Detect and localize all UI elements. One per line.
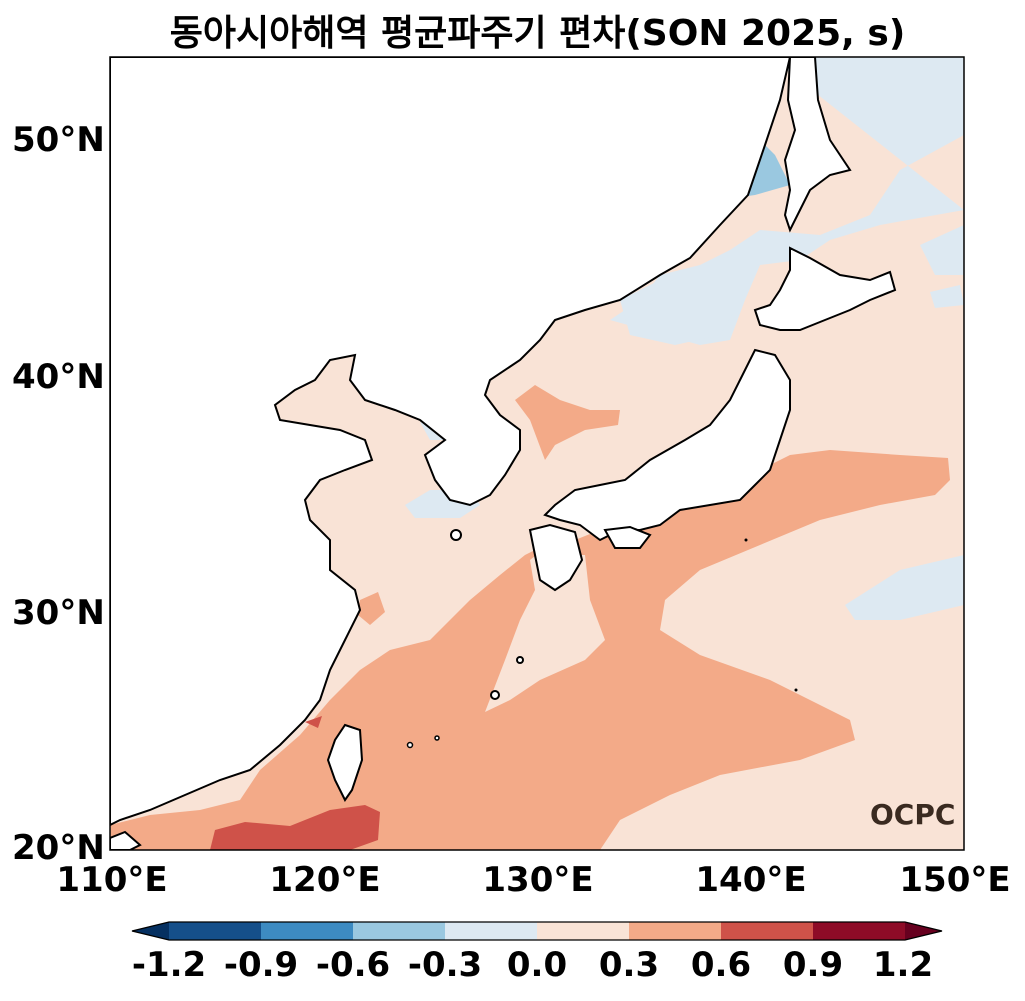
colorbar-bin — [353, 922, 445, 940]
land-shikoku — [603, 525, 652, 549]
colorbar-bin — [629, 922, 721, 940]
land-hainan-edge — [110, 830, 142, 850]
small-island — [794, 688, 798, 692]
colorbar-bin — [721, 922, 813, 940]
lon-label-110e: 110°E — [56, 860, 168, 900]
anomaly-band-0.6-0.9 — [210, 805, 380, 850]
ryukyu-island — [516, 656, 524, 664]
land-taiwan — [326, 723, 364, 802]
anomaly-band-0.3-0.6 — [515, 385, 620, 460]
lon-label-120e: 120°E — [269, 860, 381, 900]
lat-label-20n: 20°N — [12, 828, 105, 868]
colorbar-tick: -0.6 — [315, 945, 391, 985]
colorbar-tick: 0.3 — [598, 945, 660, 985]
small-island — [434, 735, 440, 741]
colorbar-tick: -1.2 — [131, 945, 207, 985]
ocpc-logo: OCPC — [870, 798, 955, 831]
land-honshu — [543, 348, 791, 542]
colorbar-under-arrow — [132, 922, 169, 940]
colorbar-tick: 0.0 — [506, 945, 568, 985]
ryukyu-island — [490, 690, 500, 700]
anomaly-band-0.6-0.9 — [305, 716, 322, 728]
land-asia — [110, 57, 792, 827]
colorbar-bin — [169, 922, 261, 940]
lat-label-30n: 30°N — [12, 593, 105, 633]
colorbar-bin — [537, 922, 629, 940]
lat-label-40n: 40°N — [12, 357, 105, 397]
lon-label-150e: 150°E — [899, 860, 1011, 900]
lat-label-50n: 50°N — [12, 120, 105, 160]
jeju-island — [450, 529, 462, 541]
anomaly-band-neg-0.3-0 — [845, 555, 964, 620]
colorbar-tick: 1.2 — [872, 945, 934, 985]
land-kyushu — [528, 523, 584, 592]
colorbar-outline — [131, 921, 943, 941]
colorbar-over-arrow — [905, 922, 942, 940]
colorbar-tick: -0.9 — [223, 945, 299, 985]
small-island — [744, 538, 748, 542]
colorbar-bin — [813, 922, 905, 940]
colorbar-tick: 0.6 — [690, 945, 752, 985]
colorbar-tick: 0.9 — [782, 945, 844, 985]
colorbar-bin — [261, 922, 353, 940]
colorbar-bin — [445, 922, 537, 940]
small-island — [406, 741, 414, 749]
anomaly-band-neg-0.3-0 — [620, 270, 735, 345]
anomaly-band-0.3-0.6 — [358, 592, 385, 625]
anomaly-band-0-0.3 — [485, 548, 605, 712]
map-frame — [109, 56, 965, 851]
ocpc-logo-text: OCPC — [870, 798, 955, 831]
anomaly-band-neg-0.3-0 — [920, 225, 964, 275]
lon-label-140e: 140°E — [695, 860, 807, 900]
anomaly-band-neg-0.3-0 — [610, 57, 964, 345]
anomaly-field — [110, 57, 964, 850]
land-sakhalin — [783, 57, 852, 233]
map-title: 동아시아해역 평균파주기 편차(SON 2025, s) — [169, 13, 906, 54]
colorbar — [131, 921, 943, 941]
lon-label-130e: 130°E — [482, 860, 594, 900]
anomaly-band-neg-0.3-0 — [930, 285, 964, 308]
land-hokkaido — [753, 246, 897, 331]
colorbar-tick: -0.3 — [407, 945, 483, 985]
